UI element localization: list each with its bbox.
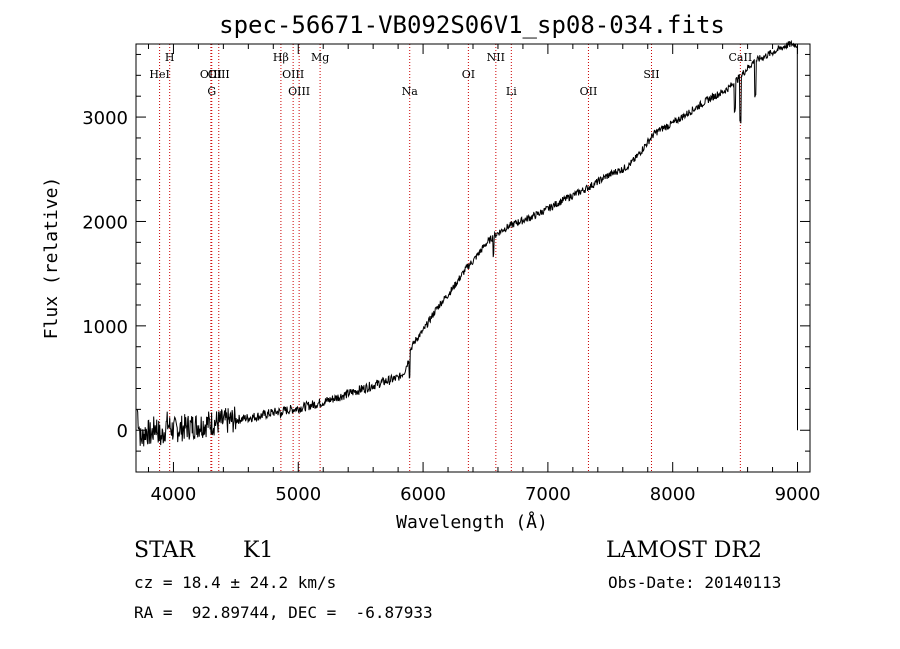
marker-label-8: Mg bbox=[311, 51, 329, 64]
y-tick-label-1: 1000 bbox=[82, 317, 128, 338]
marker-label-1: H bbox=[165, 51, 175, 64]
object-class: STAR bbox=[134, 538, 195, 563]
marker-label-10: OI bbox=[462, 68, 475, 81]
chart-title: spec-56671-VB092S06V1_sp08-034.fits bbox=[219, 11, 725, 39]
marker-label-15: CaII bbox=[729, 51, 753, 64]
y-tick-label-3: 3000 bbox=[82, 108, 128, 129]
plot-frame bbox=[135, 43, 811, 473]
y-axis: 0 1000 2000 3000 bbox=[82, 53, 810, 452]
marker-label-11: NII bbox=[487, 51, 505, 64]
coordinates: RA = 92.89744, DEC = -6.87933 bbox=[134, 603, 433, 622]
x-tick-label-5: 9000 bbox=[775, 484, 821, 505]
marker-label-12: Li bbox=[506, 85, 517, 98]
marker-label-6: OIII bbox=[282, 68, 304, 81]
y-tick-label-0: 0 bbox=[117, 421, 128, 442]
obs-date: Obs-Date: 20140113 bbox=[608, 573, 782, 592]
x-tick-label-0: 4000 bbox=[151, 484, 197, 505]
y-axis-label: Flux (relative) bbox=[41, 177, 62, 340]
x-tick-label-3: 7000 bbox=[525, 484, 571, 505]
y-tick-label-2: 2000 bbox=[82, 212, 128, 233]
marker-label-7: OIII bbox=[288, 85, 310, 98]
x-axis-label: Wavelength (Å) bbox=[396, 511, 548, 533]
marker-label-14: SII bbox=[643, 68, 659, 81]
marker-label-2: OIII bbox=[200, 68, 222, 81]
marker-label-3: G bbox=[207, 85, 216, 98]
x-tick-label-1: 5000 bbox=[275, 484, 321, 505]
x-axis: 4000 5000 6000 7000 8000 9000 bbox=[147, 44, 821, 505]
spectrum-line bbox=[136, 39, 798, 447]
x-tick-label-4: 8000 bbox=[650, 484, 696, 505]
survey-name: LAMOST DR2 bbox=[606, 538, 762, 563]
marker-label-9: Na bbox=[402, 85, 419, 98]
marker-label-4: OIII bbox=[208, 68, 230, 81]
marker-label-13: OII bbox=[580, 85, 598, 98]
marker-label-5: Hβ bbox=[273, 51, 289, 64]
x-tick-label-2: 6000 bbox=[400, 484, 446, 505]
object-subclass: K1 bbox=[243, 538, 274, 563]
redshift-text: cz = 18.4 ± 24.2 km/s bbox=[134, 573, 337, 592]
marker-label-0: HeI bbox=[149, 68, 169, 81]
